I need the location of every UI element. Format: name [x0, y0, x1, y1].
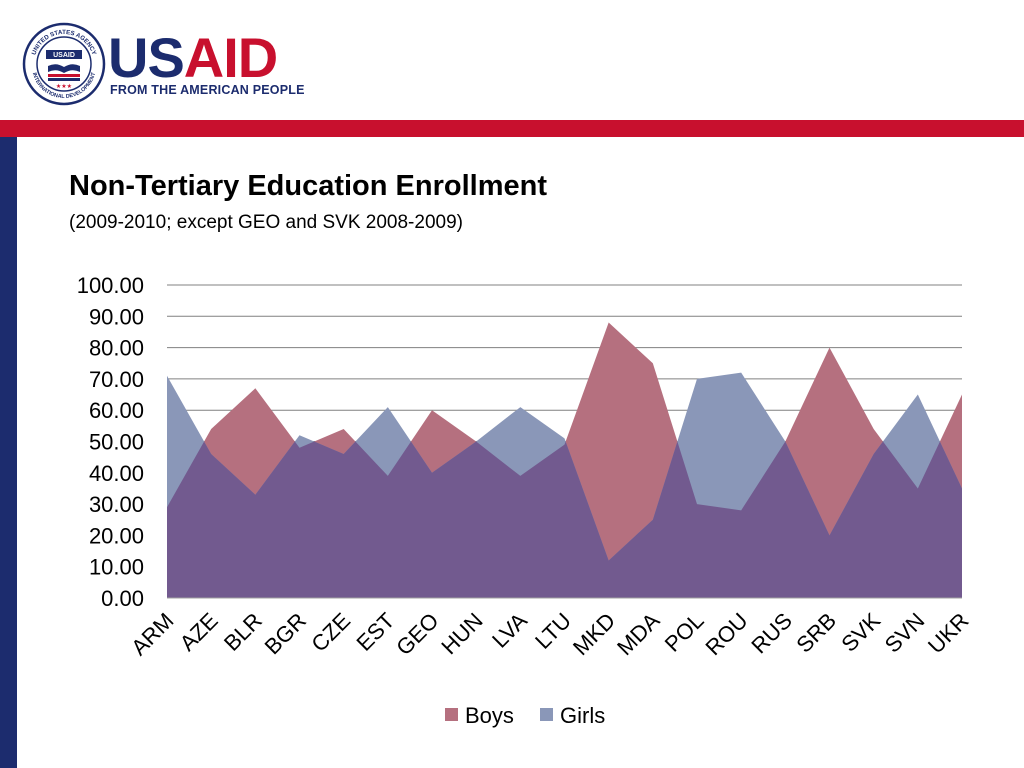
usaid-wordmark: USAID [108, 30, 278, 86]
y-tick-label: 60.00 [89, 398, 144, 423]
y-tick-label: 70.00 [89, 367, 144, 392]
x-tick-label: RUS [746, 608, 797, 659]
y-tick-label: 90.00 [89, 304, 144, 329]
x-tick-label: HUN [436, 608, 487, 659]
y-tick-label: 40.00 [89, 461, 144, 486]
legend-swatch-boys [445, 708, 458, 721]
series-overlap-area [167, 441, 962, 598]
x-tick-label: MKD [568, 608, 620, 660]
usaid-seal-icon: UNITED STATES AGENCY INTERNATIONAL DEVEL… [22, 22, 106, 106]
header-red-band [0, 120, 1024, 137]
y-tick-label: 100.00 [77, 273, 144, 298]
y-tick-label: 0.00 [101, 586, 144, 611]
y-tick-label: 80.00 [89, 336, 144, 361]
x-tick-label: GEO [391, 608, 443, 660]
x-tick-label: UKR [923, 608, 974, 659]
svg-text:★★★: ★★★ [56, 83, 72, 90]
legend-label-girls: Girls [560, 703, 605, 728]
chart-title: Non-Tertiary Education Enrollment [69, 170, 548, 202]
usaid-tagline: FROM THE AMERICAN PEOPLE [110, 83, 305, 97]
x-tick-label: SVK [836, 608, 885, 657]
left-accent-bar [0, 137, 17, 768]
legend-label-boys: Boys [465, 703, 514, 728]
x-tick-label: BLR [219, 608, 267, 656]
x-tick-label: SRB [791, 608, 841, 658]
y-tick-label: 30.00 [89, 492, 144, 517]
legend-swatch-girls [540, 708, 553, 721]
x-tick-label: ARM [126, 608, 178, 660]
wordmark-aid: AID [183, 26, 278, 89]
x-tick-label: LTU [530, 608, 576, 654]
x-tick-label: SVN [880, 608, 930, 658]
x-tick-label: POL [660, 608, 709, 657]
x-tick-label: CZE [306, 608, 355, 657]
usaid-logo: UNITED STATES AGENCY INTERNATIONAL DEVEL… [22, 20, 312, 110]
x-tick-label: LVA [487, 608, 532, 653]
wordmark-us: US [108, 26, 185, 89]
x-tick-label: BGR [260, 608, 311, 659]
x-tick-label: EST [351, 608, 399, 656]
seal-label: USAID [53, 52, 75, 59]
y-tick-label: 20.00 [89, 523, 144, 548]
y-tick-label: 10.00 [89, 555, 144, 580]
x-tick-label: AZE [175, 608, 223, 656]
chart-subtitle: (2009-2010; except GEO and SVK 2008-2009… [69, 212, 463, 233]
x-tick-label: MDA [612, 608, 664, 660]
y-tick-label: 50.00 [89, 430, 144, 455]
x-tick-label: ROU [700, 608, 752, 660]
